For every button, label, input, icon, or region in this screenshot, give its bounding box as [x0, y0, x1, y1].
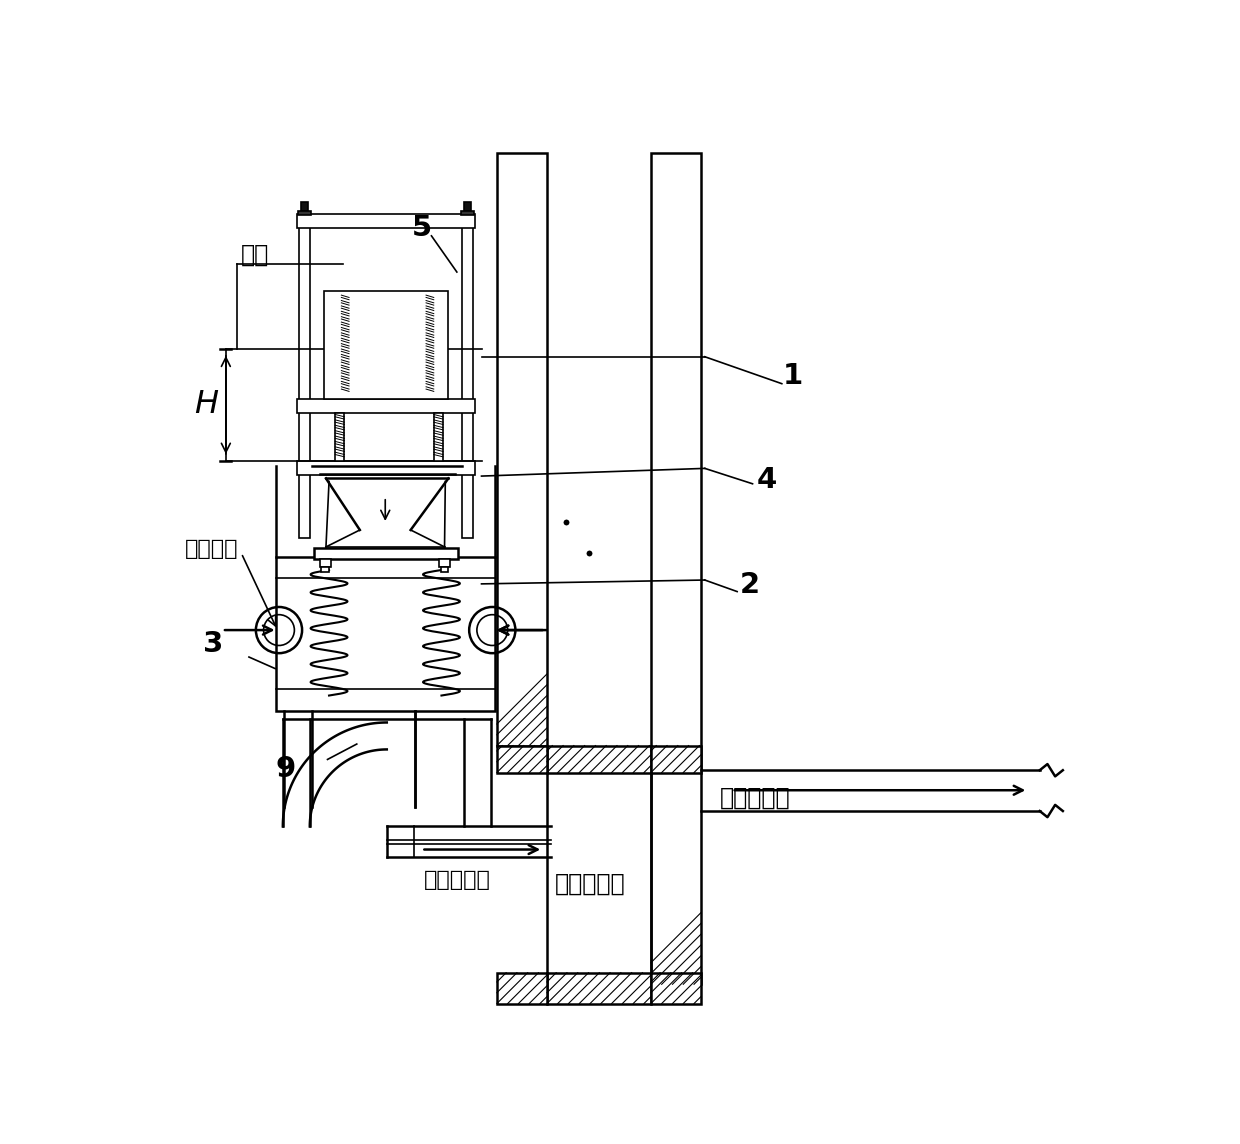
Text: 液位: 液位 [242, 243, 269, 267]
Bar [440, 567, 449, 572]
Bar [296, 461, 475, 475]
Text: 2: 2 [739, 571, 760, 599]
Bar [434, 413, 443, 461]
Bar [314, 548, 459, 559]
Bar [497, 152, 547, 746]
Bar [320, 559, 331, 567]
Text: 4: 4 [756, 466, 776, 494]
Bar [651, 152, 701, 984]
Bar [335, 413, 345, 461]
Text: 恒流量污水: 恒流量污水 [424, 871, 491, 890]
Bar [497, 746, 547, 772]
Bar [547, 746, 651, 772]
Bar [463, 214, 472, 538]
Text: 1: 1 [784, 362, 804, 390]
Bar [299, 212, 310, 215]
Text: 流入方向: 流入方向 [185, 539, 238, 559]
Text: 3: 3 [203, 630, 223, 658]
Text: 污水处理厂: 污水处理厂 [720, 786, 791, 810]
Bar [296, 214, 475, 228]
Bar [651, 746, 701, 772]
Bar [300, 202, 309, 212]
Bar [651, 972, 701, 1003]
Bar [461, 212, 474, 215]
Bar [296, 399, 475, 413]
Bar [439, 559, 450, 567]
Bar [324, 292, 449, 399]
Bar [299, 214, 310, 538]
Text: 9: 9 [275, 755, 295, 782]
Bar [321, 567, 329, 572]
Bar [464, 202, 471, 212]
Text: 污水截流井: 污水截流井 [554, 872, 625, 896]
Text: 5: 5 [412, 214, 432, 243]
Bar [497, 972, 547, 1003]
Text: H: H [193, 389, 218, 420]
Bar [277, 557, 495, 710]
Bar [547, 972, 651, 1003]
